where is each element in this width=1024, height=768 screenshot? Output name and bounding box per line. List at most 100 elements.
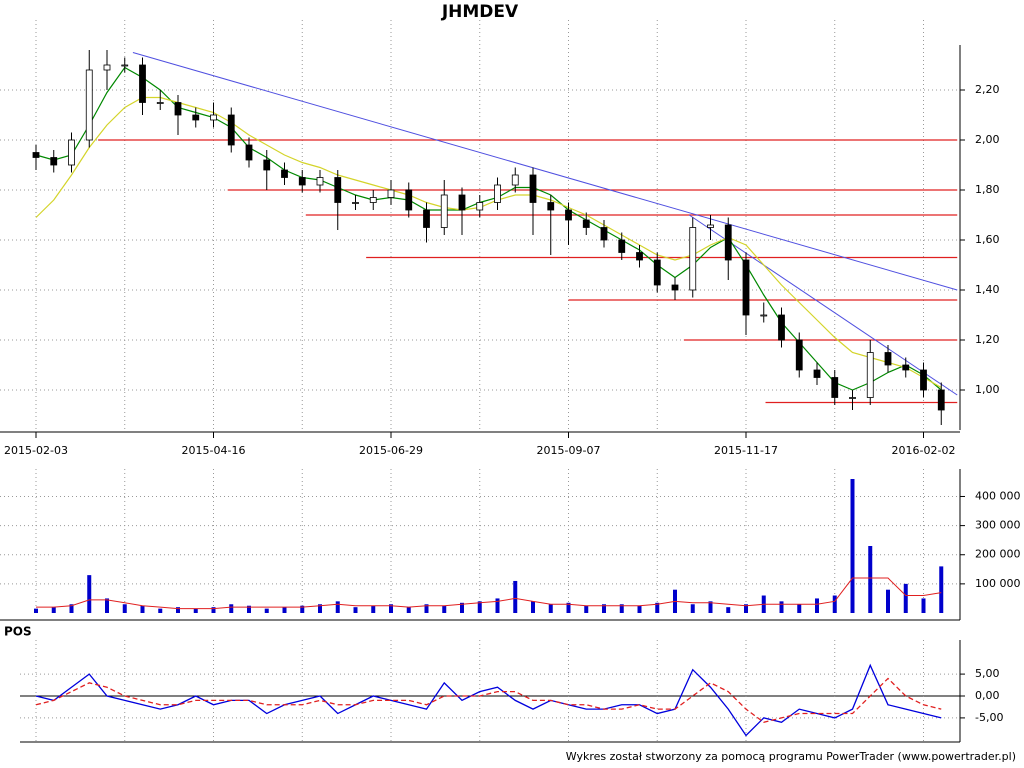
volume-bar — [460, 602, 464, 613]
candle-body — [192, 114, 200, 121]
volume-bar — [140, 605, 145, 613]
y-tick-label: 1,40 — [975, 283, 1000, 296]
candle-body — [476, 202, 484, 211]
y-tick-label: 200 000 — [975, 548, 1021, 561]
y-tick-label: -5,00 — [975, 711, 1003, 724]
volume-bar — [531, 601, 535, 613]
volume-bar — [495, 598, 500, 613]
candle-body — [671, 284, 679, 291]
candle-body — [547, 202, 555, 211]
candle-body — [369, 197, 377, 203]
candle-body — [653, 259, 661, 286]
panel-title: POS — [4, 625, 32, 639]
trend-line — [688, 214, 958, 396]
volume-bar — [424, 604, 429, 613]
volume-bar — [105, 598, 109, 613]
volume-bar — [637, 605, 642, 613]
candle-body — [529, 174, 537, 203]
volume-bar — [708, 601, 713, 613]
y-tick-label: 100 000 — [975, 577, 1021, 590]
volume-bar — [122, 604, 127, 613]
candle-body — [813, 369, 821, 378]
y-tick-label: 2,00 — [975, 133, 1000, 146]
footer: Wykres został stworzony za pomocą progra… — [566, 750, 1016, 763]
candle-body — [50, 157, 58, 166]
volume-bar — [158, 608, 163, 613]
x-tick-label: 2015-11-17 — [714, 444, 778, 457]
volume-bar — [229, 604, 234, 613]
volume-bar — [247, 605, 251, 613]
candle-body — [920, 369, 927, 391]
candle-body — [795, 339, 803, 371]
candle-body — [511, 174, 519, 186]
candle-body — [600, 227, 608, 241]
volume-bar — [176, 607, 180, 613]
volume-bar — [282, 607, 287, 613]
candle-body — [387, 189, 395, 198]
volume-bar — [51, 607, 56, 613]
y-tick-label: 400 000 — [975, 489, 1021, 502]
volume-bar — [548, 604, 553, 613]
volume-bar — [619, 604, 624, 613]
x-tick-label: 2015-06-29 — [359, 444, 423, 457]
candle-body — [281, 169, 288, 178]
candle-body — [724, 224, 732, 261]
candle-body — [68, 139, 75, 166]
y-tick-label: 1,60 — [975, 233, 1000, 246]
candle-body — [440, 194, 448, 228]
candle-body — [352, 202, 359, 204]
volume-bar — [389, 604, 393, 613]
trend-line — [132, 52, 958, 291]
moving-average — [35, 96, 942, 389]
volume-bar — [69, 604, 74, 613]
volume-average — [36, 577, 942, 610]
candle-body — [582, 219, 590, 228]
candle-body — [707, 224, 714, 228]
candle-body — [849, 397, 856, 399]
y-tick-label: 300 000 — [975, 519, 1021, 532]
volume-bar — [868, 546, 873, 613]
candle-body — [245, 144, 253, 161]
x-tick-label: 2015-09-07 — [537, 444, 601, 457]
candle-body — [778, 314, 785, 341]
candle-body — [227, 114, 235, 146]
candle-body — [689, 227, 697, 291]
candle-body — [831, 377, 839, 398]
candle-body — [156, 102, 164, 104]
x-tick-label: 2015-04-16 — [182, 444, 246, 457]
volume-bar — [832, 595, 837, 613]
candle-body — [760, 314, 768, 317]
candle-body — [121, 64, 129, 67]
volume-bar — [939, 566, 944, 613]
candle-body — [937, 389, 945, 411]
candle-body — [636, 252, 643, 261]
volume-bar — [335, 601, 340, 613]
volume-bar — [300, 605, 305, 613]
volume-bar — [353, 607, 358, 613]
volume-bar — [193, 608, 198, 613]
volume-bar — [744, 604, 748, 613]
volume-bar — [211, 607, 216, 613]
volume-bar — [371, 605, 376, 613]
candle-body — [263, 159, 271, 171]
candle-body — [210, 114, 217, 121]
candle-body — [103, 64, 111, 71]
volume-bar — [921, 598, 926, 613]
candle-body — [884, 352, 892, 366]
y-tick-label: 2,20 — [975, 83, 1000, 96]
y-tick-label: 1,80 — [975, 183, 1000, 196]
candle-body — [458, 194, 466, 211]
volume-bar — [602, 604, 606, 613]
volume-bar — [513, 580, 518, 613]
candle-body — [405, 189, 413, 211]
x-tick-label: 2015-02-03 — [4, 444, 68, 457]
volume-bar — [779, 601, 784, 613]
volume-bar — [903, 583, 908, 613]
volume-bar — [886, 589, 890, 613]
moving-average — [35, 66, 942, 391]
volume-bar — [815, 598, 819, 613]
candle-body — [174, 102, 182, 116]
candle-body — [85, 69, 93, 141]
volume-bar — [566, 602, 571, 613]
